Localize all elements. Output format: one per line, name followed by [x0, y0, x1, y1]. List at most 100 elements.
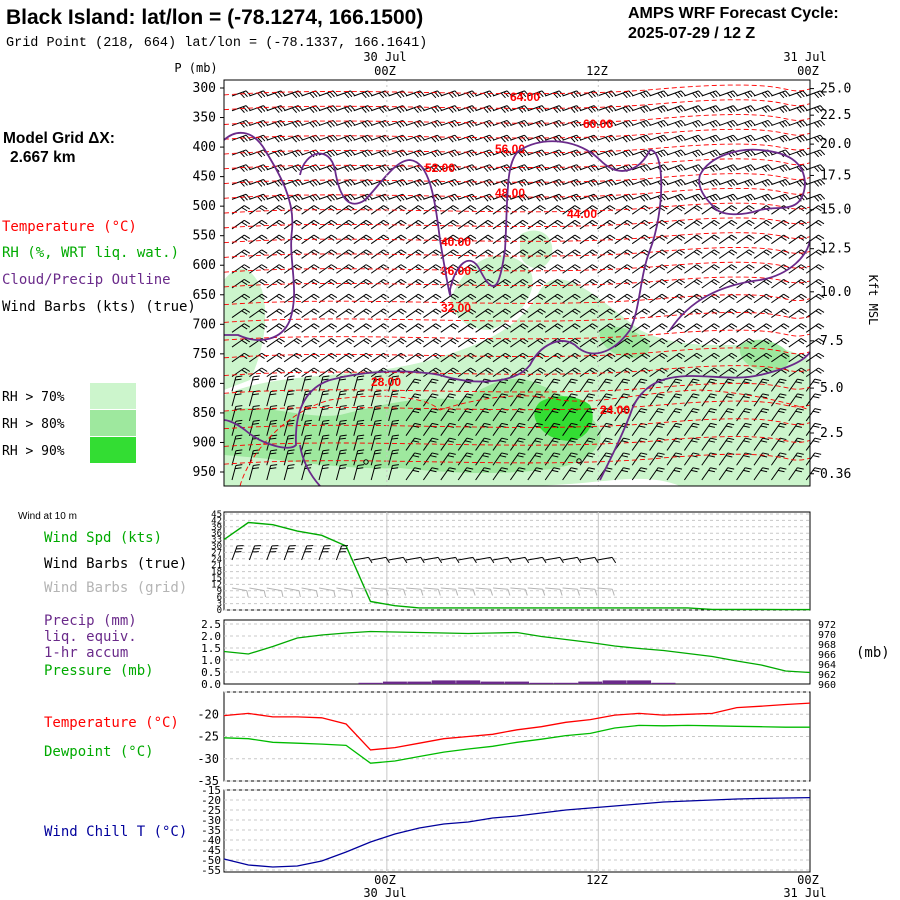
barb-shaft: [579, 179, 595, 186]
barb-feather: [608, 106, 614, 112]
barb-feather: [378, 107, 385, 113]
barb-feather: [816, 135, 823, 142]
barb-feather: [590, 106, 596, 112]
barb-feather: [660, 150, 666, 157]
barb-shaft: [701, 105, 717, 112]
barb-feather: [378, 137, 385, 143]
barb-shaft: [788, 105, 804, 112]
barb-shaft: [371, 164, 386, 171]
barb-feather: [744, 107, 750, 113]
barb-feather: [503, 91, 509, 98]
barb-feather: [503, 165, 509, 171]
barb-feather: [538, 91, 544, 98]
barb-shaft: [579, 90, 595, 97]
pressure-tick-label: 650: [193, 288, 216, 303]
barb-feather: [625, 106, 631, 112]
barb-feather: [399, 91, 405, 98]
barb-feather: [347, 135, 353, 142]
barb-shaft: [440, 179, 456, 186]
barb-feather: [796, 107, 802, 113]
barb-feather: [350, 134, 356, 141]
barb-shaft: [719, 149, 734, 156]
barb-feather: [521, 150, 527, 157]
barb-feather: [555, 91, 562, 98]
legend-wind-barbs: Wind Barbs (kts) (true): [2, 299, 196, 315]
model-grid-label: Model Grid ΔX:: [3, 130, 115, 147]
barb-shaft: [684, 134, 699, 141]
wind-barb: [336, 164, 356, 173]
barb-feather: [628, 120, 634, 126]
barb-feather: [521, 121, 527, 127]
barb-feather: [726, 122, 733, 128]
barb-feather: [744, 92, 750, 99]
bottom-tick-label-12z: 12Z: [586, 873, 608, 887]
wind-panel-title: Wind at 10 m: [18, 511, 77, 522]
barb-feather: [396, 122, 402, 128]
barb-shaft: [806, 134, 821, 141]
barb-feather: [277, 150, 283, 157]
barb-feather: [628, 179, 634, 185]
barb-feather: [779, 122, 785, 128]
barb-shaft: [527, 134, 543, 141]
isotherm-label: 48.00: [495, 186, 525, 200]
barb-feather: [715, 105, 721, 111]
barb-feather: [570, 181, 576, 187]
barb-feather: [605, 181, 611, 187]
barb-feather: [521, 106, 527, 112]
barb-feather: [326, 181, 332, 187]
barb-shaft: [753, 90, 769, 97]
height-tick-label: 5.0: [820, 381, 843, 396]
barb-feather: [396, 151, 402, 158]
barb-shaft: [423, 90, 438, 97]
barb-feather: [361, 122, 367, 128]
barb-feather: [593, 105, 599, 111]
wind-barb: [719, 134, 739, 143]
barb-feather: [677, 91, 683, 98]
barb-feather: [309, 92, 315, 99]
legend-temperature: Temperature (°C): [2, 219, 137, 235]
barb-feather: [639, 122, 646, 128]
barb-feather: [726, 107, 733, 113]
legend-precip: Precip (mm): [44, 613, 137, 629]
barb-feather: [593, 179, 599, 185]
barb-feather: [785, 164, 791, 170]
barb-feather: [413, 137, 419, 143]
barb-feather: [677, 121, 683, 127]
rh-80-shading: [599, 326, 650, 359]
wind-barb: [806, 105, 826, 113]
barb-feather: [555, 106, 562, 112]
pressure-tick-label: 450: [193, 170, 216, 185]
precip-bar: [578, 681, 603, 684]
barb-feather: [750, 90, 756, 96]
pressure-tick-label: 950: [193, 465, 216, 480]
barb-feather: [280, 120, 286, 126]
barb-feather: [645, 134, 652, 141]
wind-barb: [266, 134, 286, 143]
barb-shaft: [753, 134, 769, 141]
barb-feather: [819, 149, 826, 156]
barb-shaft: [701, 134, 717, 141]
barb-feather: [732, 90, 739, 96]
barb-feather: [761, 151, 767, 158]
barb-shaft: [719, 119, 734, 127]
barb-feather: [642, 135, 649, 142]
barb-feather: [796, 166, 802, 173]
barb-shaft: [405, 134, 421, 141]
wind-barb: [806, 149, 826, 158]
barb-shaft: [632, 105, 647, 112]
barb-shaft: [632, 134, 647, 141]
barb-feather: [399, 165, 405, 171]
barb-feather: [677, 150, 683, 157]
barb-feather: [277, 121, 283, 127]
barb-feather: [448, 181, 454, 187]
wind-barb: [666, 119, 686, 128]
barb-feather: [396, 92, 402, 99]
pressure-tick-label: 900: [193, 435, 216, 450]
wind-barb: [771, 134, 791, 143]
barb-feather: [709, 151, 715, 158]
barb-feather: [378, 122, 385, 128]
wind-barb: [788, 149, 808, 158]
barb-feather: [242, 121, 248, 127]
